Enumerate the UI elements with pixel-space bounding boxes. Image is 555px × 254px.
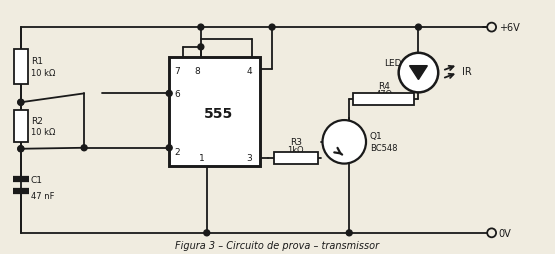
Text: 47Ω: 47Ω <box>375 89 392 99</box>
Text: 0V: 0V <box>498 228 511 238</box>
Circle shape <box>269 25 275 31</box>
Text: 1: 1 <box>199 154 205 163</box>
Circle shape <box>18 100 24 106</box>
Text: R2: R2 <box>31 116 43 125</box>
Circle shape <box>416 25 421 31</box>
Text: R4: R4 <box>378 82 390 91</box>
Text: R3: R3 <box>290 138 302 147</box>
Circle shape <box>487 229 496 237</box>
Text: 4: 4 <box>246 67 252 76</box>
Circle shape <box>166 145 172 151</box>
Text: C1: C1 <box>31 175 43 184</box>
Bar <box>169 58 260 166</box>
Bar <box>14 111 28 142</box>
Text: +6V: +6V <box>498 23 519 33</box>
Bar <box>14 50 28 85</box>
Text: 1kΩ: 1kΩ <box>287 146 304 155</box>
Circle shape <box>346 230 352 236</box>
Text: IR: IR <box>462 66 472 76</box>
Text: BC548: BC548 <box>370 144 397 153</box>
Circle shape <box>18 100 24 106</box>
Bar <box>353 94 415 106</box>
Circle shape <box>204 230 210 236</box>
Polygon shape <box>410 66 427 80</box>
Text: LED: LED <box>384 59 401 68</box>
Text: 2: 2 <box>174 148 180 157</box>
Circle shape <box>18 146 24 152</box>
Circle shape <box>322 121 366 164</box>
Circle shape <box>487 24 496 33</box>
Text: 8: 8 <box>194 67 200 76</box>
Text: 6: 6 <box>174 89 180 99</box>
Text: 10 kΩ: 10 kΩ <box>31 128 55 137</box>
Bar <box>274 152 317 164</box>
Text: Figura 3 – Circuito de prova – transmissor: Figura 3 – Circuito de prova – transmiss… <box>175 240 379 250</box>
Circle shape <box>166 91 172 97</box>
Text: 47 nF: 47 nF <box>31 191 54 200</box>
Circle shape <box>398 54 438 93</box>
Circle shape <box>198 45 204 51</box>
Circle shape <box>198 25 204 31</box>
Text: 555: 555 <box>204 107 233 121</box>
Text: R1: R1 <box>31 57 43 66</box>
Text: 3: 3 <box>246 154 252 163</box>
Circle shape <box>81 145 87 151</box>
Text: Q1: Q1 <box>370 132 383 141</box>
Circle shape <box>18 146 24 152</box>
Text: 10 kΩ: 10 kΩ <box>31 69 55 78</box>
Text: 7: 7 <box>174 67 180 76</box>
